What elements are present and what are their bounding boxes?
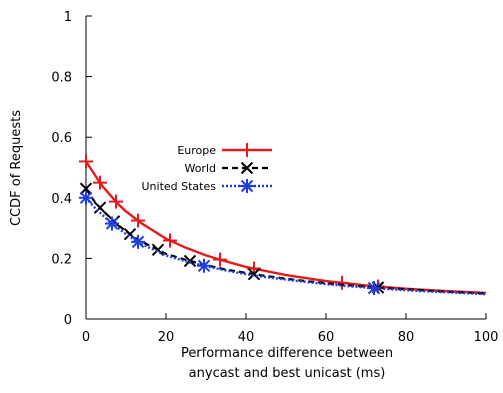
y-tick-label: 1 xyxy=(64,10,72,25)
legend-marker xyxy=(240,179,254,193)
data-point xyxy=(109,194,123,209)
x-tick-label: 0 xyxy=(82,330,90,345)
series-line xyxy=(85,197,487,296)
y-tick-label: 0.6 xyxy=(51,131,72,146)
marker-stroke xyxy=(197,259,211,273)
marker-stroke xyxy=(151,243,165,257)
data-point xyxy=(93,175,107,190)
marker-stroke xyxy=(183,254,197,268)
y-axis-title: CCDF of Requests xyxy=(9,110,24,226)
data-point xyxy=(183,254,197,268)
data-point xyxy=(163,233,177,248)
marker-stroke xyxy=(93,201,107,214)
series-united-states xyxy=(79,190,487,296)
x-axis-title-line-2: anycast and best unicast (ms) xyxy=(189,366,386,381)
data-point xyxy=(93,201,107,214)
marker-stroke xyxy=(123,227,137,241)
data-point xyxy=(131,234,145,249)
legend-label: World xyxy=(184,162,216,175)
marker-stroke xyxy=(247,267,261,281)
marker-stroke xyxy=(79,191,93,205)
x-tick-label: 100 xyxy=(474,330,499,345)
data-point xyxy=(367,281,381,296)
data-point xyxy=(335,275,349,290)
legend-marker xyxy=(240,143,254,157)
data-point xyxy=(213,252,227,267)
y-tick-label: 0.4 xyxy=(51,192,72,207)
marker-stroke xyxy=(240,161,254,175)
y-tick-label: 0 xyxy=(64,313,72,328)
data-point xyxy=(105,216,119,231)
data-point xyxy=(131,213,145,228)
x-tick-label: 40 xyxy=(238,330,255,345)
data-point xyxy=(79,154,93,169)
marker-stroke xyxy=(131,235,145,249)
marker-stroke xyxy=(240,179,254,193)
legend: Europe World United States xyxy=(142,143,272,193)
data-point xyxy=(79,182,93,195)
x-tick-label: 80 xyxy=(398,330,415,345)
marker-stroke xyxy=(105,217,119,230)
y-tick-label: 0.8 xyxy=(51,71,72,86)
series-layer xyxy=(79,154,487,296)
axes-frame: 0 0.2 0.4 0.6 0.8 1 0 20 40 60 80 100 xyxy=(51,10,498,345)
x-axis-title-line-1: Performance difference between xyxy=(181,346,393,361)
data-point xyxy=(151,243,165,257)
legend-marker xyxy=(240,161,254,175)
x-tick-label: 20 xyxy=(158,330,175,345)
y-tick-label: 0.2 xyxy=(51,252,72,267)
series-line xyxy=(85,188,487,295)
marker-stroke xyxy=(79,182,93,195)
series-europe xyxy=(79,154,487,295)
x-tick-label: 60 xyxy=(318,330,335,345)
marker-stroke xyxy=(367,281,381,295)
data-point xyxy=(247,267,261,281)
legend-label: United States xyxy=(142,180,217,193)
data-point xyxy=(79,190,93,205)
legend-label: Europe xyxy=(177,144,216,157)
data-point xyxy=(197,258,211,273)
